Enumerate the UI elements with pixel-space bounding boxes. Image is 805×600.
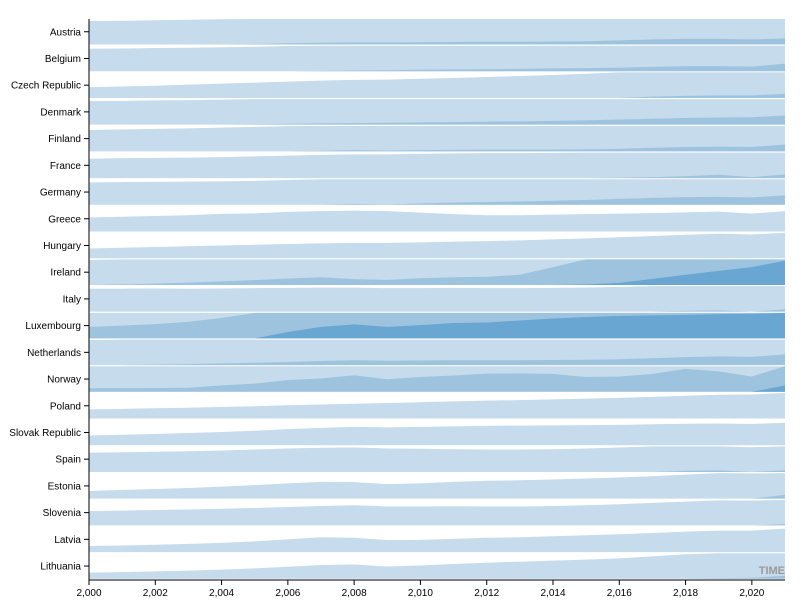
y-tick-label: Norway [47,375,81,386]
row-germany [89,179,785,205]
y-tick-label: Slovak Republic [9,428,81,439]
row-austria [89,19,785,45]
band-1-slovenia [89,499,785,526]
row-denmark [89,99,785,125]
y-tick-label: Lithuania [40,562,81,573]
row-czech-republic [89,72,785,98]
y-axis: Austria Belgium Czech Republic Denmark Finla… [9,19,90,580]
band-1-france [89,152,785,179]
band-1-estonia [89,473,785,499]
band-1-hungary [89,232,785,259]
band-1-belgium [89,45,785,72]
row-spain [89,446,785,472]
y-tick-label: Czech Republic [11,81,81,92]
band-1-netherlands [89,339,785,366]
x-tick-label: 2,000 [76,588,101,599]
x-tick-label: 2,018 [673,588,698,599]
x-tick-label: 2,004 [209,588,234,599]
band-2-spain [89,470,785,472]
x-tick-label: 2,012 [474,588,499,599]
row-belgium [89,45,785,72]
band-3-ireland [89,260,785,285]
y-tick-label: Slovenia [43,508,82,519]
band-1-czech-republic [89,72,785,98]
band-1-poland [89,393,785,419]
band-1-greece [89,210,785,232]
band-1-italy [89,286,785,312]
row-slovak-republic [89,422,785,446]
row-lithuania [89,553,785,579]
y-tick-label: Latvia [54,535,81,546]
row-estonia [89,473,785,499]
y-tick-label: Austria [50,27,82,38]
band-2-italy [89,309,785,312]
x-tick-label: 2,010 [408,588,433,599]
row-greece [89,210,785,232]
band-2-ireland [89,259,785,285]
row-slovenia [89,499,785,526]
country-rows [89,19,785,579]
row-france [89,152,785,179]
x-tick-label: 2,008 [342,588,367,599]
y-tick-label: Denmark [40,107,82,118]
x-tick-label: 2,016 [607,588,632,599]
row-latvia [89,528,785,553]
row-italy [89,286,785,312]
band-1-austria [89,19,785,45]
band-1-lithuania [89,553,785,579]
band-2-france [89,174,785,179]
y-tick-label: Hungary [43,241,81,252]
y-tick-label: Estonia [48,481,82,492]
y-tick-label: Spain [55,455,81,466]
band-2-austria [89,38,785,45]
y-tick-label: Italy [63,294,81,305]
y-tick-label: Greece [48,214,81,225]
y-tick-label: Poland [50,401,81,412]
row-norway [89,366,785,392]
row-hungary [89,232,785,259]
band-1-slovak-republic [89,422,785,446]
row-luxembourg [89,312,785,339]
row-poland [89,393,785,419]
x-axis: 2,000 2,002 2,004 2,006 2,008 2,010 2,012 2,014… [76,579,785,599]
band-2-denmark [89,115,785,125]
band-2-lithuania [89,575,785,579]
row-ireland [89,259,785,285]
band-2-netherlands [89,354,785,366]
band-2-germany [89,195,785,205]
band-1-germany [89,179,785,205]
band-2-belgium [89,63,785,72]
band-1-latvia [89,528,785,553]
band-2-norway [89,366,785,392]
y-tick-label: Finland [48,134,81,145]
y-tick-label: Belgium [45,54,81,65]
y-tick-label: Netherlands [27,348,81,359]
row-netherlands [89,339,785,366]
x-tick-label: 2,014 [540,588,565,599]
x-axis-title: TIME [759,565,785,577]
x-tick-label: 2,020 [739,588,764,599]
band-2-czech-republic [89,93,785,98]
band-1-denmark [89,99,785,125]
y-tick-label: Luxembourg [25,321,81,332]
y-tick-label: France [50,161,82,172]
band-2-finland [89,144,785,152]
y-tick-label: Ireland [50,268,81,279]
band-1-spain [89,446,785,472]
x-tick-label: 2,002 [143,588,168,599]
row-finland [89,125,785,152]
y-tick-label: Germany [40,188,81,199]
band-1-finland [89,125,785,152]
band-3-luxembourg [89,312,785,339]
x-tick-label: 2,006 [275,588,300,599]
